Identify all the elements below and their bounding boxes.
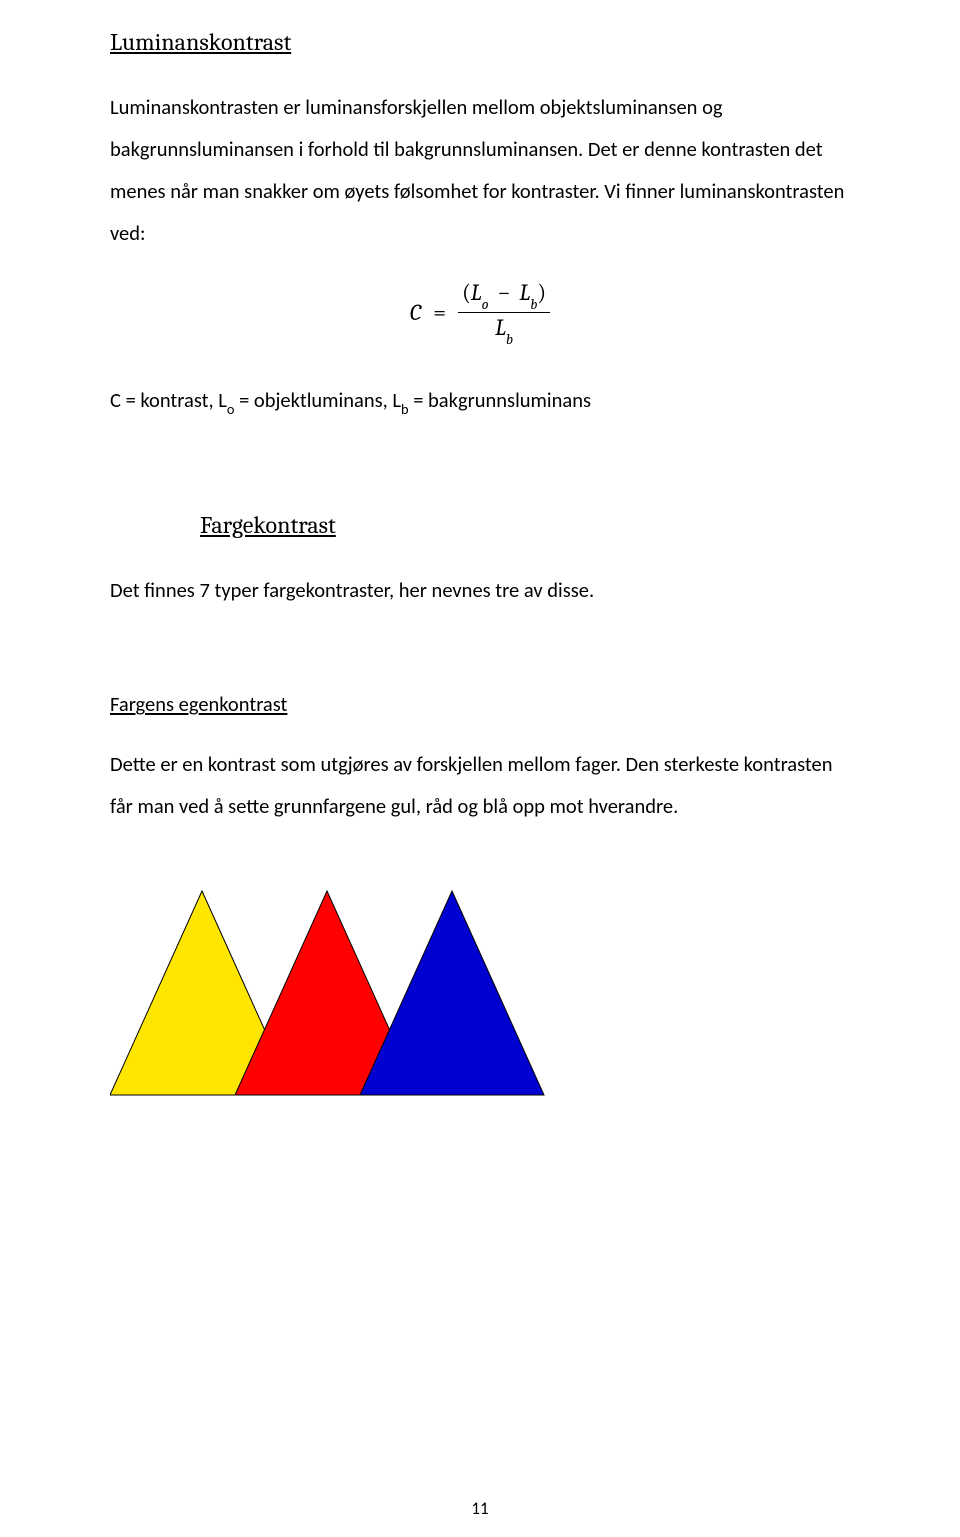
var-Lb-L: L (519, 279, 530, 306)
formula-lhs: C (410, 299, 421, 326)
den-sub: b (506, 331, 513, 348)
def-sub-o: o (227, 400, 235, 418)
paren-close: ) (537, 279, 546, 306)
page-number: 11 (0, 1498, 960, 1519)
formula-numerator: (Lo − Lb) (458, 280, 550, 313)
para-egenkontrast: Dette er en kontrast som utgjøres av for… (110, 743, 850, 827)
page-container: Luminanskontrast Luminanskontrasten er l… (0, 0, 960, 1537)
heading-luminanskontrast: Luminanskontrast (110, 28, 850, 56)
formula-fraction: (Lo − Lb) Lb (458, 280, 550, 345)
def-p1: C = kontrast, L (110, 387, 227, 413)
den-L: L (495, 314, 506, 341)
heading-fargekontrast: Fargekontrast (200, 511, 850, 539)
def-sub-b: b (401, 400, 409, 418)
para-luminanskontrast-intro: Luminanskontrasten er luminansforskjelle… (110, 86, 850, 254)
formula-contrast: C = (Lo − Lb) Lb (410, 280, 550, 345)
para-fargekontrast-intro: Det finnes 7 typer fargekontraster, her … (110, 569, 850, 611)
triangles-svg (110, 887, 545, 1097)
var-Lb-sub: b (530, 296, 537, 313)
formula-block: C = (Lo − Lb) Lb (110, 280, 850, 345)
def-p3: = bakgrunnsluminans (409, 387, 591, 413)
formula-definitions: C = kontrast, Lo = objektluminans, Lb = … (110, 381, 850, 421)
minus-sign: − (494, 279, 515, 306)
heading-fargens-egenkontrast: Fargens egenkontrast (110, 691, 850, 717)
def-p2: = objektluminans, L (234, 387, 401, 413)
triangles-figure (110, 887, 850, 1102)
var-Lo-sub: o (482, 296, 489, 313)
paren-open: ( (462, 279, 471, 306)
var-Lo-L: L (471, 279, 482, 306)
formula-equals: = (433, 299, 446, 326)
formula-denominator: Lb (495, 313, 513, 345)
triangle-blue (360, 891, 544, 1095)
